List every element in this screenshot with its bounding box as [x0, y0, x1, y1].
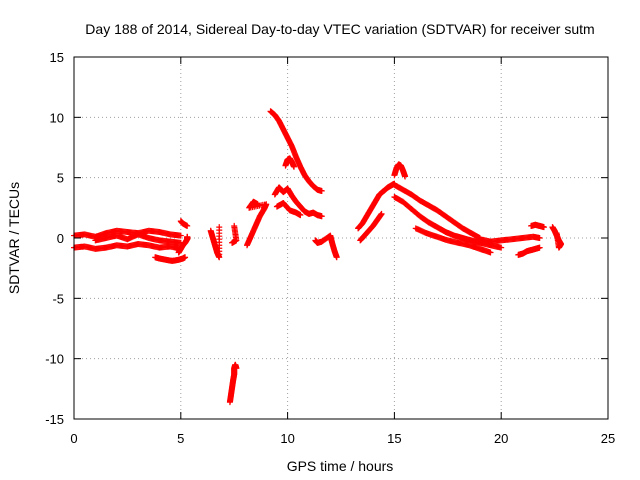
data-point [378, 210, 385, 217]
y-tick-label: 0 [57, 231, 64, 246]
data-point [182, 254, 189, 261]
y-tick-label: 10 [50, 110, 64, 125]
data-point [536, 244, 543, 251]
data-point [233, 365, 240, 372]
x-tick-label: 5 [177, 431, 184, 446]
data-point [540, 224, 547, 231]
data-point [184, 233, 191, 240]
x-tick-label: 25 [601, 431, 615, 446]
y-tick-label: 5 [57, 171, 64, 186]
data-point [553, 230, 560, 237]
data-point [318, 213, 325, 220]
x-tick-label: 20 [494, 431, 508, 446]
axis-ticks [73, 56, 609, 420]
data-point [184, 222, 191, 229]
x-axis-label: GPS time / hours [287, 458, 394, 474]
data-point [333, 254, 340, 261]
y-tick-label: 15 [50, 50, 64, 65]
data-point [177, 232, 184, 239]
chart-title: Day 188 of 2014, Sidereal Day-to-day VTE… [85, 21, 594, 37]
data-point [291, 163, 298, 170]
y-axis-label: SDTVAR / TECUs [6, 182, 22, 294]
data-point [216, 224, 223, 231]
y-tick-label: -5 [52, 291, 64, 306]
data-point [498, 244, 505, 251]
data-point [254, 201, 261, 208]
data-point [487, 249, 494, 256]
data-point [229, 239, 236, 246]
x-tick-label: 15 [387, 431, 401, 446]
y-tick-label: -15 [45, 412, 64, 427]
data-points [71, 108, 565, 406]
y-tick-label: -10 [45, 352, 64, 367]
data-point [318, 187, 325, 194]
data-point [536, 235, 543, 241]
data-point [402, 173, 409, 180]
x-tick-label: 0 [70, 431, 77, 446]
data-point [297, 212, 304, 219]
x-tick-label: 10 [280, 431, 294, 446]
tick-labels: 0 5 10 15 20 25 -15 -10 -5 0 5 10 15 [45, 50, 615, 446]
